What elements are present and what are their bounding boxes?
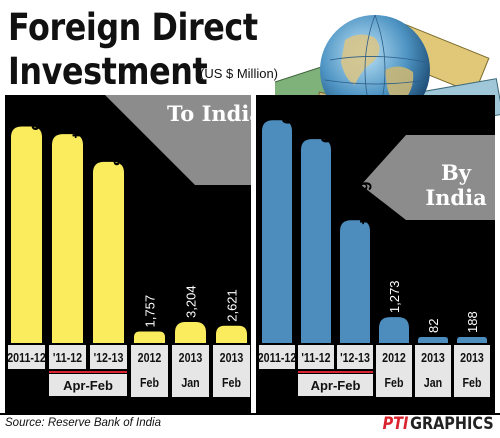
- data-label: 82: [426, 319, 441, 333]
- bar: [301, 139, 331, 343]
- title-line-1: Foreign Direct: [8, 6, 258, 49]
- tick-label: 2011-12: [7, 350, 46, 365]
- group-label-box: [49, 374, 127, 396]
- category-label-box: [49, 345, 86, 369]
- data-label: 1,273: [387, 281, 402, 314]
- chart-title: To India: [167, 101, 251, 126]
- bar: [11, 126, 42, 343]
- data-label: 31,784: [69, 95, 88, 139]
- data-label: 2,621: [225, 289, 240, 322]
- data-label: 27,568: [110, 114, 129, 166]
- category-label-box: [213, 345, 250, 397]
- title-line-2: Investment: [8, 50, 208, 93]
- category-label-box: [131, 345, 168, 397]
- unit-label: (US $ Million): [200, 66, 279, 81]
- bar: [418, 337, 448, 343]
- tick-label: 2013: [421, 350, 445, 365]
- group-label: Apr-Feb: [311, 378, 361, 393]
- tick-label: 2013: [220, 350, 244, 365]
- bar: [457, 337, 487, 343]
- data-label: 10,020: [317, 95, 336, 143]
- tick-label: 2013: [460, 350, 484, 365]
- tick-label: '11-12: [301, 350, 331, 365]
- bar: [134, 331, 165, 343]
- tick-label: '11-12: [53, 350, 83, 365]
- tick-label: Feb: [222, 375, 241, 390]
- bar: [340, 220, 370, 343]
- bar: [262, 120, 292, 343]
- to-india-panel: To India 32,955 2011-12 31,784 '11-12 27,568 '…: [5, 95, 251, 413]
- source-note: Source: Reserve Bank of India: [5, 417, 161, 429]
- bar: [93, 161, 124, 343]
- tick-label: Feb: [385, 375, 404, 390]
- pti-logo: PTI: [382, 414, 409, 434]
- data-label: 3,204: [184, 285, 199, 318]
- category-label-box: [454, 345, 490, 397]
- category-label-box: [376, 345, 412, 397]
- category-label-box: [172, 345, 209, 397]
- to-india-chart: To India 32,955 2011-12 31,784 '11-12 27,568 '…: [7, 95, 251, 397]
- group-label: Apr-Feb: [63, 378, 113, 393]
- data-label: 32,955: [28, 95, 47, 130]
- tick-label: 2012: [382, 350, 406, 365]
- category-label-box: [415, 345, 451, 397]
- footer-rule: [0, 413, 500, 415]
- tick-label: 2012: [138, 350, 162, 365]
- bar: [379, 317, 409, 343]
- tick-label: Jan: [181, 375, 199, 390]
- tick-label: Feb: [463, 375, 482, 390]
- data-label: 10,949: [278, 95, 297, 124]
- bar: [52, 134, 83, 343]
- category-label-box: [259, 345, 295, 369]
- category-label-box: [90, 345, 127, 369]
- tick-label: Feb: [140, 375, 159, 390]
- bar: [175, 321, 206, 343]
- credit-label: PTI GRAPHICS: [383, 414, 494, 434]
- category-label-box: [337, 345, 373, 369]
- tick-label: '12-13: [340, 350, 370, 365]
- bar: [216, 325, 247, 343]
- credit-graphics: GRAPHICS: [410, 414, 494, 434]
- chart-title-line-1: By: [441, 160, 472, 185]
- group-label-box: [298, 374, 373, 396]
- tick-label: 2013: [179, 350, 203, 365]
- tick-label: Jan: [424, 375, 442, 390]
- data-label: 188: [465, 311, 480, 333]
- tick-label: 2011-12: [258, 350, 297, 365]
- header-band: [361, 95, 495, 220]
- chart-title-line-2: India: [425, 185, 487, 210]
- data-label: 1,757: [143, 295, 158, 328]
- category-label-box: [8, 345, 45, 369]
- category-label-box: [298, 345, 334, 369]
- by-india-panel: By India 10,949 2011-12 10,020 '11-12 6,034 '12…: [256, 95, 495, 413]
- data-label: 6,034: [356, 182, 375, 225]
- header-band: [105, 95, 251, 185]
- tick-label: '12-13: [94, 350, 124, 365]
